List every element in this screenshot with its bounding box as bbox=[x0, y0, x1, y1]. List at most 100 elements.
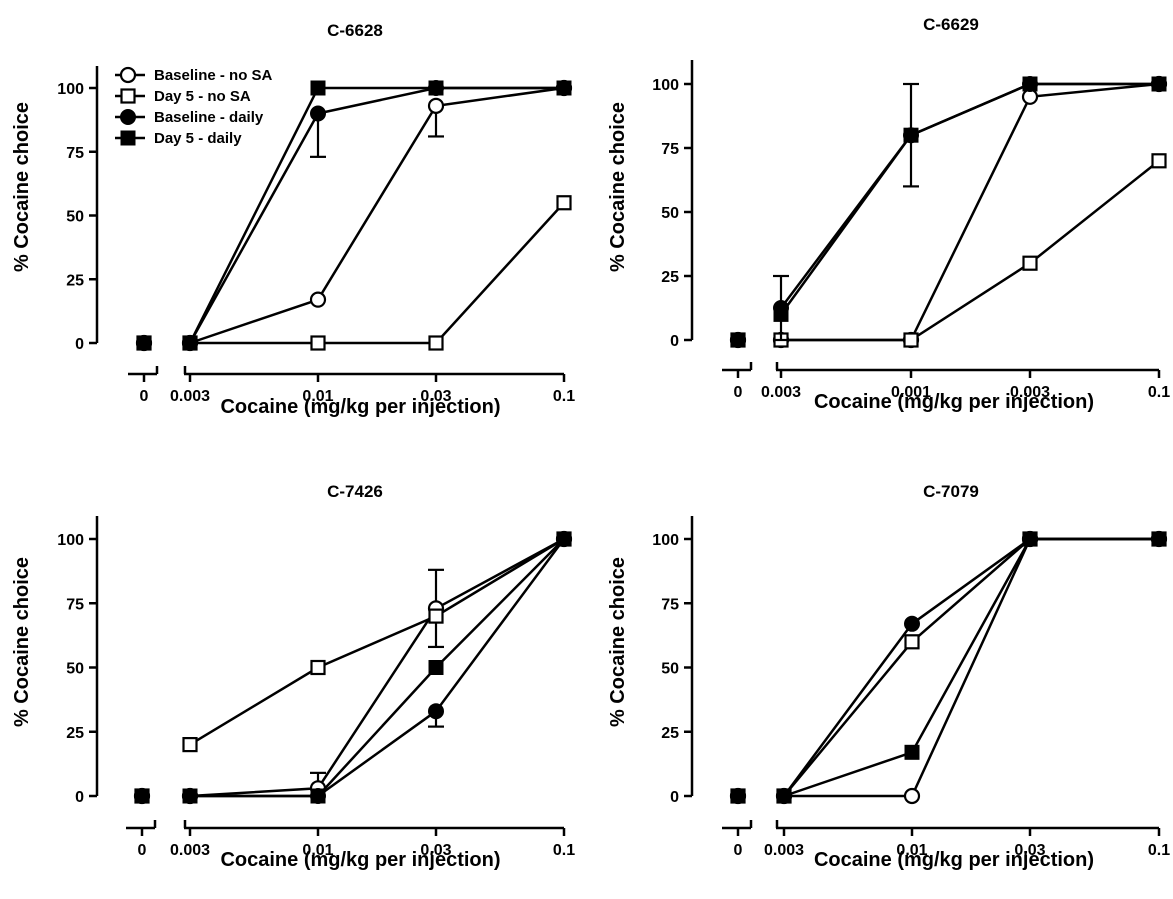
x-tick-label: 0.003 bbox=[761, 384, 801, 401]
data-point bbox=[310, 335, 326, 351]
series-line bbox=[189, 537, 565, 798]
y-tick-label: 100 bbox=[652, 77, 679, 94]
data-point bbox=[310, 659, 326, 676]
data-point bbox=[310, 788, 326, 804]
x-tick-label: 0.01 bbox=[302, 388, 333, 405]
data-point bbox=[730, 332, 746, 348]
data-point bbox=[1022, 76, 1038, 92]
chart-panel-4: C-7079 0 25 50 75 100 % Cocaine choice 0 0.003 0.… bbox=[607, 482, 1170, 871]
data-point bbox=[136, 335, 152, 351]
legend-marker bbox=[119, 66, 137, 84]
x-tick-label: 0.003 bbox=[764, 842, 804, 859]
chart-title: C-6628 bbox=[327, 21, 383, 40]
y-axis-label: % Cocaine choice bbox=[11, 102, 33, 272]
data-point bbox=[310, 80, 326, 96]
series-line bbox=[190, 201, 565, 345]
data-point bbox=[773, 306, 789, 322]
chart-title: C-7079 bbox=[923, 482, 979, 501]
data-point bbox=[556, 80, 572, 96]
data-point bbox=[904, 634, 920, 650]
legend-item: Baseline - daily bbox=[115, 109, 264, 126]
data-point bbox=[1151, 531, 1167, 547]
data-point bbox=[904, 744, 920, 760]
legend-marker bbox=[120, 109, 136, 125]
legend-item: Day 5 - no SA bbox=[115, 88, 251, 105]
series-1 bbox=[729, 75, 1168, 349]
series-line bbox=[783, 537, 1159, 798]
legend-item: Baseline - no SA bbox=[115, 66, 273, 84]
data-point bbox=[182, 335, 198, 351]
legend: Baseline - no SA Day 5 - no SA Baseline - … bbox=[115, 66, 273, 147]
legend-label: Baseline - no SA bbox=[154, 67, 273, 84]
y-tick-label: 25 bbox=[66, 725, 84, 742]
series-3 bbox=[730, 76, 1167, 348]
x-tick-label: 0 bbox=[138, 842, 147, 859]
series-2 bbox=[730, 531, 1167, 804]
x-tick-label: 0.01 bbox=[302, 842, 333, 859]
x-tick-label: 0.01 bbox=[896, 842, 927, 859]
series-3 bbox=[730, 531, 1167, 804]
series-4 bbox=[730, 76, 1167, 348]
y-tick-label: 0 bbox=[670, 333, 679, 350]
series-line bbox=[188, 86, 564, 344]
chart-title: C-6629 bbox=[923, 15, 979, 34]
y-tick-label: 0 bbox=[670, 789, 679, 806]
series-1 bbox=[729, 530, 1168, 805]
series-4 bbox=[134, 531, 572, 804]
x-tick-label: 0.03 bbox=[420, 842, 451, 859]
y-tick-label: 100 bbox=[57, 81, 84, 98]
data-point bbox=[903, 332, 919, 348]
data-point bbox=[428, 660, 444, 675]
series-line bbox=[779, 82, 1159, 316]
series-line bbox=[189, 86, 565, 345]
chart-panel-1: C-6628 0 25 50 75 100 % Cocaine choice 0 0.003 0.… bbox=[11, 21, 575, 418]
data-point bbox=[1151, 76, 1167, 92]
y-axis-label: % Cocaine choice bbox=[11, 557, 33, 727]
series-1 bbox=[133, 530, 573, 805]
y-tick-label: 50 bbox=[661, 661, 679, 678]
data-point bbox=[904, 615, 920, 632]
x-axis-label: Cocaine (mg/kg per injection) bbox=[814, 391, 1094, 413]
data-point bbox=[776, 788, 792, 804]
legend-label: Baseline - daily bbox=[154, 109, 264, 126]
x-axis-label: Cocaine (mg/kg per injection) bbox=[220, 396, 500, 418]
series-3 bbox=[134, 531, 572, 804]
data-point bbox=[730, 788, 746, 804]
x-tick-label: 0.1 bbox=[553, 388, 575, 405]
legend-item: Day 5 - daily bbox=[115, 130, 242, 147]
y-tick-label: 75 bbox=[66, 596, 84, 613]
series-2 bbox=[136, 195, 572, 351]
x-tick-label: 0.1 bbox=[1148, 384, 1170, 401]
y-tick-label: 50 bbox=[66, 209, 84, 226]
x-tick-label: 0.1 bbox=[553, 842, 575, 859]
x-tick-label: 0.003 bbox=[1010, 384, 1050, 401]
y-tick-label: 100 bbox=[652, 532, 679, 549]
x-tick-label: 0 bbox=[734, 842, 743, 859]
data-point bbox=[1022, 255, 1038, 271]
legend-marker bbox=[120, 88, 136, 104]
data-point bbox=[1022, 531, 1038, 547]
y-tick-label: 0 bbox=[75, 789, 84, 806]
data-point bbox=[903, 787, 921, 805]
y-tick-label: 50 bbox=[66, 661, 84, 678]
y-tick-label: 75 bbox=[66, 145, 84, 162]
y-axis-label: % Cocaine choice bbox=[607, 557, 629, 727]
chart-panel-3: C-7426 0 25 50 75 100 % Cocaine choice 0 0.003 0.… bbox=[11, 482, 575, 871]
series-line bbox=[189, 537, 565, 746]
y-tick-label: 25 bbox=[661, 269, 679, 286]
x-tick-label: 0.001 bbox=[891, 384, 931, 401]
x-axis-label: Cocaine (mg/kg per injection) bbox=[220, 849, 500, 871]
y-tick-label: 25 bbox=[661, 725, 679, 742]
legend-marker bbox=[120, 130, 136, 146]
y-tick-label: 50 bbox=[661, 205, 679, 222]
data-point bbox=[1151, 153, 1167, 169]
y-tick-label: 25 bbox=[66, 272, 84, 289]
chart-panel-2: C-6629 0 25 50 75 100 % Cocaine choice 0 0.003 0.… bbox=[607, 15, 1170, 413]
data-point bbox=[182, 736, 198, 753]
data-point bbox=[428, 80, 444, 96]
series-2 bbox=[134, 531, 572, 804]
series-4 bbox=[730, 531, 1167, 804]
data-point bbox=[428, 703, 444, 720]
x-tick-label: 0 bbox=[734, 384, 743, 401]
series-line bbox=[188, 86, 564, 344]
